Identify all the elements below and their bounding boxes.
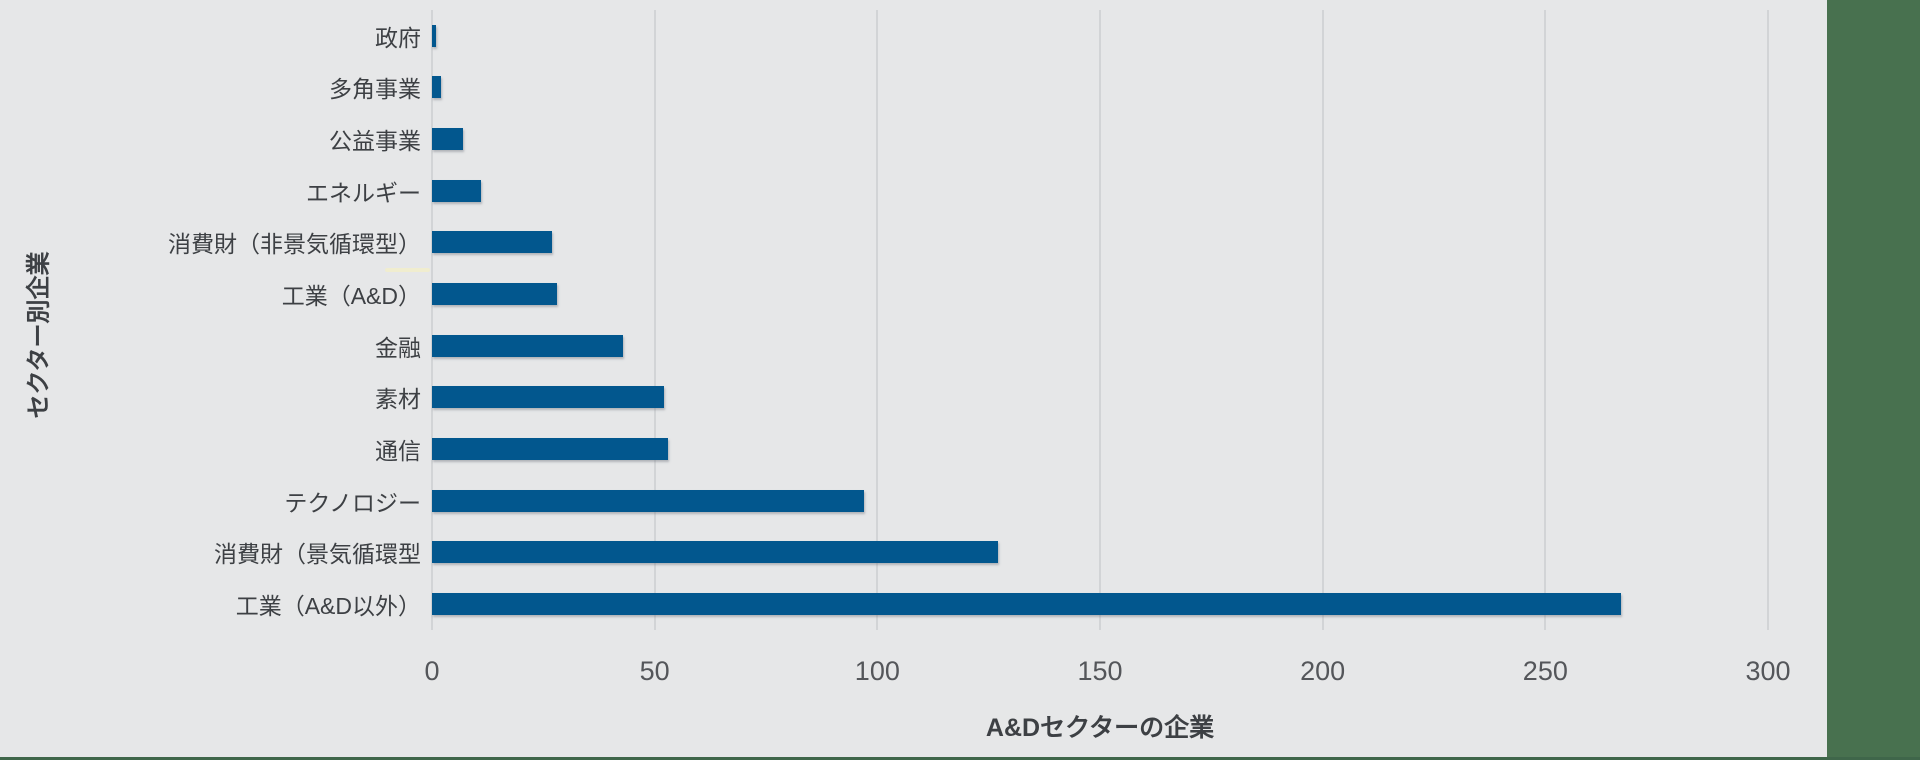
bar-2 [432, 76, 441, 99]
x-tick-label-100: 100 [854, 656, 900, 686]
category-label: 素材 [375, 386, 421, 413]
bar-row [432, 113, 1768, 165]
gridline-x-100 [876, 10, 879, 630]
category-label: 公益事業 [329, 128, 421, 155]
category-label: エネルギー [306, 179, 421, 206]
category-label: 工業（A&D以外） [235, 593, 421, 620]
bar-row [432, 62, 1768, 114]
category-label: 通信 [375, 438, 421, 465]
bar-5 [432, 231, 553, 254]
category-label: 政府 [375, 24, 421, 51]
bar-12 [432, 593, 1622, 616]
bar-row [432, 527, 1768, 579]
x-tick-label-0: 0 [424, 656, 440, 686]
x-tick-label-300: 300 [1745, 656, 1791, 686]
bar-row [432, 578, 1768, 630]
bar-row [432, 217, 1768, 269]
x-tick-label-250: 250 [1522, 656, 1568, 686]
bar-row [432, 10, 1768, 62]
x-tick-label-50: 50 [639, 656, 670, 686]
bar-6 [432, 283, 557, 306]
category-label-column: 政府多角事業公益事業エネルギー消費財（非景気循環型） 工業（A&D） 金融素材通信テ… [0, 10, 427, 630]
bar-10 [432, 489, 864, 512]
x-tick-label-200: 200 [1300, 656, 1346, 686]
gridline-x-300 [1767, 10, 1769, 630]
gridline-x-250 [1544, 10, 1547, 630]
plot-area [431, 10, 1769, 630]
bar-row [432, 475, 1768, 527]
bar-1 [432, 24, 437, 47]
bar-row [432, 268, 1768, 320]
bar-9 [432, 438, 669, 461]
bar-8 [432, 386, 664, 409]
bar-row [432, 320, 1768, 372]
category-label: 工業（A&D） [281, 283, 421, 310]
gridline-x-50 [653, 10, 656, 630]
category-label: 金融 [375, 334, 421, 361]
bottom-green-border [0, 757, 1920, 760]
gridline-x-200 [1321, 10, 1324, 630]
gridline-x-150 [1099, 10, 1101, 630]
category-label: 消費財（景気循環型 [214, 541, 421, 568]
gridline-x-0 [431, 10, 433, 630]
bar-row [432, 165, 1768, 217]
right-green-strip [1827, 0, 1920, 760]
bar-7 [432, 334, 624, 357]
bar-row [432, 423, 1768, 475]
category-label: 多角事業 [329, 76, 421, 103]
bar-4 [432, 179, 481, 202]
category-label: テクノロジー [284, 489, 421, 516]
highlight-artifact [385, 268, 430, 272]
category-label: 消費財（非景気循環型） [168, 231, 421, 258]
bar-3 [432, 128, 464, 151]
bar-row [432, 372, 1768, 424]
bar-11 [432, 541, 998, 564]
x-tick-label-150: 150 [1077, 656, 1123, 686]
x-axis-title: A&Dセクターの企業 [985, 714, 1215, 742]
